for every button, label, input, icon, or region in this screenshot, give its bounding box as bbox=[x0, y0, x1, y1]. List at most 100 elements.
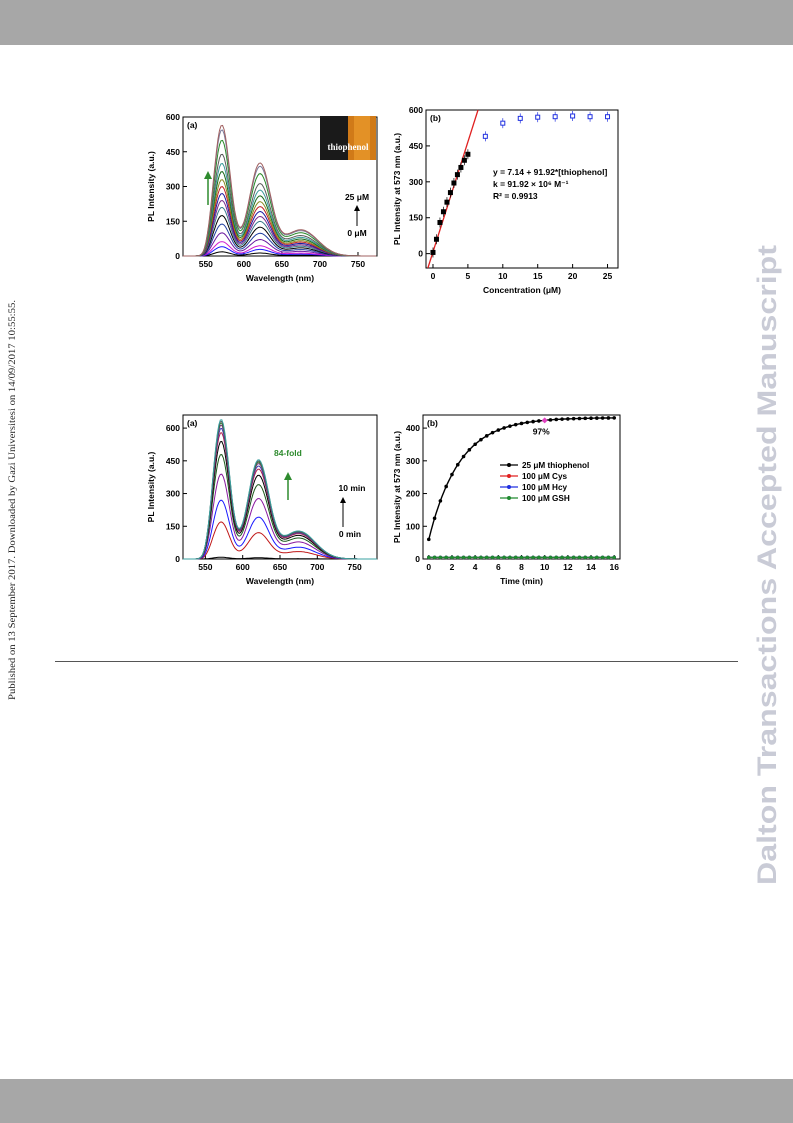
series-control-point bbox=[484, 555, 489, 560]
x-axis-label: Time (min) bbox=[500, 576, 543, 586]
y-tick-label: 300 bbox=[406, 456, 420, 466]
fit-equation: y = 7.14 + 91.92*[thiophenol] bbox=[493, 167, 607, 177]
y-tick-label: 400 bbox=[406, 423, 420, 433]
y-tick-label: 300 bbox=[166, 489, 180, 499]
data-point bbox=[605, 114, 611, 120]
legend-label: 100 μM Cys bbox=[522, 472, 568, 481]
series-thiophenol-point bbox=[455, 462, 460, 467]
annotation-top: 10 min bbox=[339, 483, 366, 493]
marker-97 bbox=[541, 417, 548, 424]
series-control-point bbox=[426, 555, 431, 560]
x-tick-label: 20 bbox=[568, 271, 578, 281]
legend-label: 100 μM GSH bbox=[522, 494, 570, 503]
x-tick-label: 14 bbox=[586, 562, 596, 572]
data-point bbox=[440, 209, 446, 215]
fit-r2: R² = 0.9913 bbox=[493, 191, 538, 201]
x-tick-label: 650 bbox=[275, 259, 289, 269]
data-point bbox=[461, 157, 467, 163]
x-tick-label: 10 bbox=[498, 271, 508, 281]
series-control-point bbox=[537, 555, 541, 560]
series-control-point bbox=[595, 555, 599, 560]
series-thiophenol-point bbox=[479, 437, 483, 442]
series-thiophenol-point bbox=[600, 416, 605, 420]
annotation-bottom: 0 μM bbox=[347, 228, 366, 238]
x-tick-label: 25 bbox=[603, 271, 613, 281]
watermark: Dalton Transactions Accepted Manuscript bbox=[752, 245, 782, 885]
plot-frame bbox=[425, 109, 619, 269]
publication-note-text: Published on 13 September 2017. Download… bbox=[8, 300, 18, 700]
section-divider bbox=[55, 661, 738, 662]
series-thiophenol-point bbox=[531, 419, 535, 424]
y-tick-label: 200 bbox=[406, 489, 420, 499]
panel-label: (a) bbox=[187, 120, 198, 130]
y-tick-label: 600 bbox=[409, 105, 423, 115]
chart-intensity-vs-concentration: 0 5 10 15 20 25 0 150 300 450 600 Concentration (μM… bbox=[392, 105, 619, 295]
inset-label: thiophenol bbox=[327, 142, 369, 152]
series-control-point bbox=[490, 555, 495, 560]
y-tick-label: 0 bbox=[175, 554, 180, 564]
series-thiophenol-point bbox=[537, 419, 541, 423]
emission-spectrum bbox=[183, 419, 377, 560]
x-tick-label: 750 bbox=[351, 259, 365, 269]
series-control-point bbox=[612, 555, 617, 560]
y-tick-label: 600 bbox=[166, 112, 180, 122]
x-tick-label: 15 bbox=[533, 271, 543, 281]
series-thiophenol-point bbox=[577, 416, 582, 421]
panel-label: (b) bbox=[430, 113, 441, 123]
annotation-top: 25 μM bbox=[345, 192, 369, 202]
data-point bbox=[444, 199, 450, 205]
legend-label: 25 μM thiophenol bbox=[522, 461, 589, 470]
x-axis-label: Wavelength (nm) bbox=[246, 576, 314, 586]
x-tick-label: 8 bbox=[519, 562, 524, 572]
series-control-point bbox=[508, 555, 512, 560]
chart-pl-spectra-time: 550 600 650 700 750 0 150 300 450 600 Wavelength (… bbox=[146, 414, 378, 586]
data-point bbox=[447, 190, 453, 196]
series-thiophenol-point bbox=[467, 448, 472, 452]
series-control-point bbox=[502, 555, 506, 560]
x-tick-label: 16 bbox=[609, 562, 619, 572]
series-control-point bbox=[531, 555, 535, 560]
chart-pl-spectra-concentration: 550 600 650 700 750 0 150 300 450 600 Wavelength (… bbox=[146, 112, 378, 283]
x-tick-label: 600 bbox=[237, 259, 251, 269]
series-control-point bbox=[542, 555, 547, 560]
page-footer-bar bbox=[0, 1079, 793, 1123]
y-tick-label: 300 bbox=[409, 177, 423, 187]
y-tick-label: 100 bbox=[406, 521, 420, 531]
data-point bbox=[437, 220, 443, 226]
y-tick-label: 600 bbox=[166, 423, 180, 433]
x-tick-label: 5 bbox=[466, 271, 471, 281]
y-axis-label: PL Intensity (a.u.) bbox=[146, 151, 156, 222]
x-tick-label: 600 bbox=[236, 562, 250, 572]
x-tick-label: 750 bbox=[348, 562, 362, 572]
y-tick-label: 150 bbox=[166, 521, 180, 531]
series-thiophenol-point bbox=[519, 421, 524, 426]
y-tick-label: 0 bbox=[418, 249, 423, 259]
series-control-point bbox=[461, 555, 466, 560]
data-point bbox=[535, 114, 541, 120]
x-tick-label: 550 bbox=[199, 259, 213, 269]
legend-marker bbox=[507, 463, 511, 467]
series-control-point bbox=[473, 555, 477, 560]
x-tick-label: 6 bbox=[496, 562, 501, 572]
x-tick-label: 0 bbox=[426, 562, 431, 572]
data-point bbox=[465, 151, 471, 157]
legend-marker bbox=[507, 496, 511, 500]
increase-arrow-head bbox=[204, 171, 212, 179]
x-axis-label: Concentration (μM) bbox=[483, 285, 561, 295]
annotation-arrow-head bbox=[340, 497, 346, 503]
x-tick-label: 650 bbox=[273, 562, 287, 572]
annotation-97: 97% bbox=[533, 426, 550, 436]
series-control-point bbox=[583, 555, 588, 560]
series-thiophenol-point bbox=[589, 416, 593, 421]
series-thiophenol-point bbox=[595, 416, 599, 420]
page-header-bar bbox=[0, 0, 793, 45]
series-control-point bbox=[519, 555, 524, 560]
y-tick-label: 300 bbox=[166, 182, 180, 192]
series-control-point bbox=[525, 555, 530, 560]
series-control-point bbox=[571, 555, 576, 560]
series-thiophenol-point bbox=[490, 430, 495, 435]
y-tick-label: 450 bbox=[409, 141, 423, 151]
data-point bbox=[458, 164, 464, 170]
annotation-bottom: 0 min bbox=[339, 529, 361, 539]
legend-marker bbox=[507, 485, 511, 489]
